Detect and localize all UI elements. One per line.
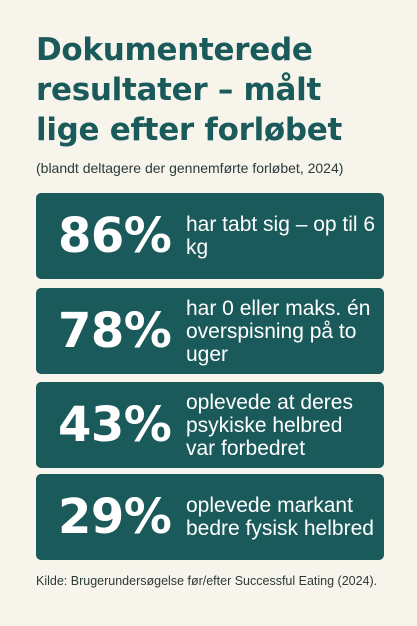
stat-description-box: har 0 eller maks. én overspisning på to … [186, 288, 376, 374]
stat-description: oplevede at deres psykiske helbred var f… [186, 390, 353, 460]
page-title: Dokumenterede resultater – målt lige eft… [36, 30, 406, 150]
title-line-3: lige efter forløbet [36, 112, 343, 148]
subtitle: (blandt deltagere der gennemførte forløb… [36, 160, 344, 176]
source-note: Kilde: Brugerundersøgelse før/efter Succ… [36, 574, 378, 588]
stat-description-box: oplevede at deres psykiske helbred var f… [186, 382, 376, 468]
stat-description: har 0 eller maks. én overspisning på to … [186, 296, 371, 366]
title-line-2: resultater – målt [36, 72, 321, 108]
stat-percent: 43% [58, 397, 172, 453]
stat-percent: 78% [58, 303, 172, 359]
stat-card-overeating: 78% har 0 eller maks. én overspisning på… [36, 288, 384, 374]
stat-description-box: oplevede markant bedre fysisk helbred [186, 474, 376, 560]
stat-percent: 86% [58, 208, 172, 264]
title-line-1: Dokumenterede [36, 32, 313, 68]
stat-percent: 29% [58, 489, 172, 545]
stat-description-box: har tabt sig – op til 6 kg [186, 193, 376, 279]
stat-card-mental-health: 43% oplevede at deres psykiske helbred v… [36, 382, 384, 468]
stat-card-physical-health: 29% oplevede markant bedre fysisk helbre… [36, 474, 384, 560]
stat-description: har tabt sig – op til 6 kg [186, 213, 376, 259]
stat-description: oplevede markant bedre fysisk helbred [186, 494, 374, 540]
stat-card-weight-loss: 86% har tabt sig – op til 6 kg [36, 193, 384, 279]
